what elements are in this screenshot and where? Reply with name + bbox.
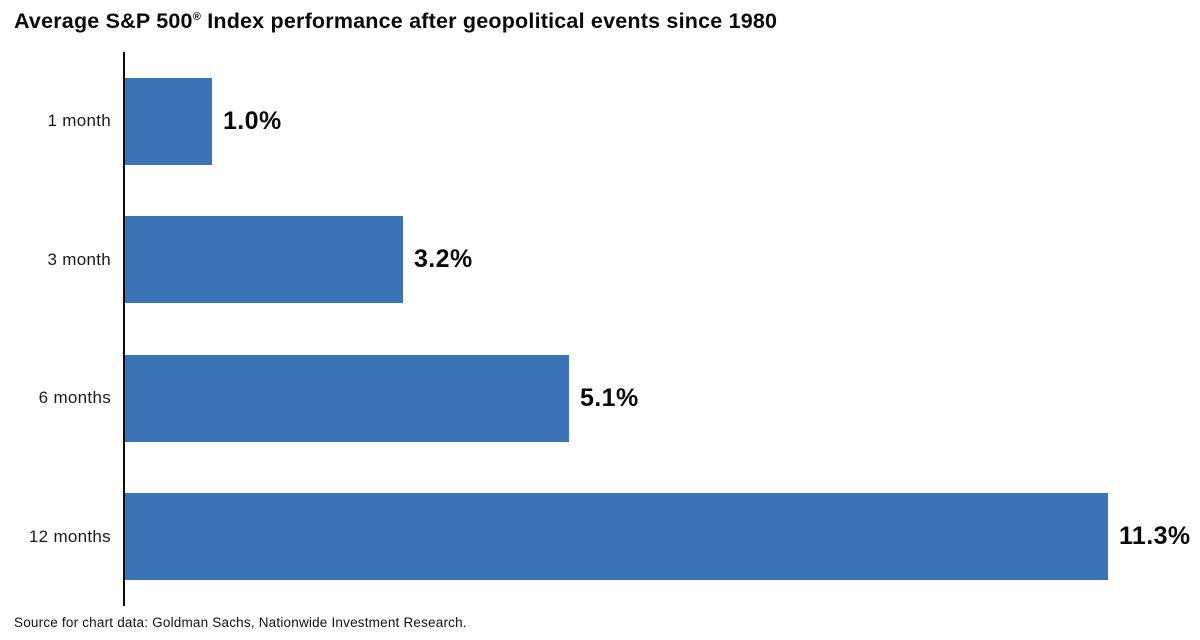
bar: [125, 216, 403, 304]
value-label: 11.3%: [1119, 522, 1191, 551]
y-axis-line: [123, 52, 125, 606]
value-label: 5.1%: [580, 383, 639, 412]
source-note: Source for chart data: Goldman Sachs, Na…: [14, 615, 467, 630]
value-label: 1.0%: [223, 106, 282, 135]
value-label: 3.2%: [414, 245, 473, 274]
category-label: 1 month: [47, 111, 111, 131]
bar-row-1-month: 1 month 1.0%: [0, 52, 1200, 191]
bar-chart: 1 month 1.0% 3 month 3.2% 6 months 5.1% …: [0, 52, 1200, 606]
bar: [125, 77, 212, 165]
bar-row-3-month: 3 month 3.2%: [0, 191, 1200, 330]
bar-area: 11.3%: [125, 493, 1200, 581]
bar-area: 3.2%: [125, 216, 1200, 304]
bar-area: 1.0%: [125, 77, 1200, 165]
registered-trademark-symbol: ®: [192, 11, 202, 23]
category-label: 12 months: [28, 526, 111, 546]
category-label: 6 months: [38, 388, 111, 408]
bar: [125, 493, 1108, 581]
bar-row-12-months: 12 months 11.3%: [0, 468, 1200, 607]
bar: [125, 354, 569, 442]
category-label: 3 month: [47, 249, 111, 269]
title-text-post: Index performance after geopolitical eve…: [201, 9, 778, 33]
page-title: Average S&P 500® Index performance after…: [0, 0, 1200, 52]
title-text-pre: Average S&P 500: [14, 9, 193, 33]
bar-row-6-months: 6 months 5.1%: [0, 329, 1200, 468]
bar-area: 5.1%: [125, 354, 1200, 442]
